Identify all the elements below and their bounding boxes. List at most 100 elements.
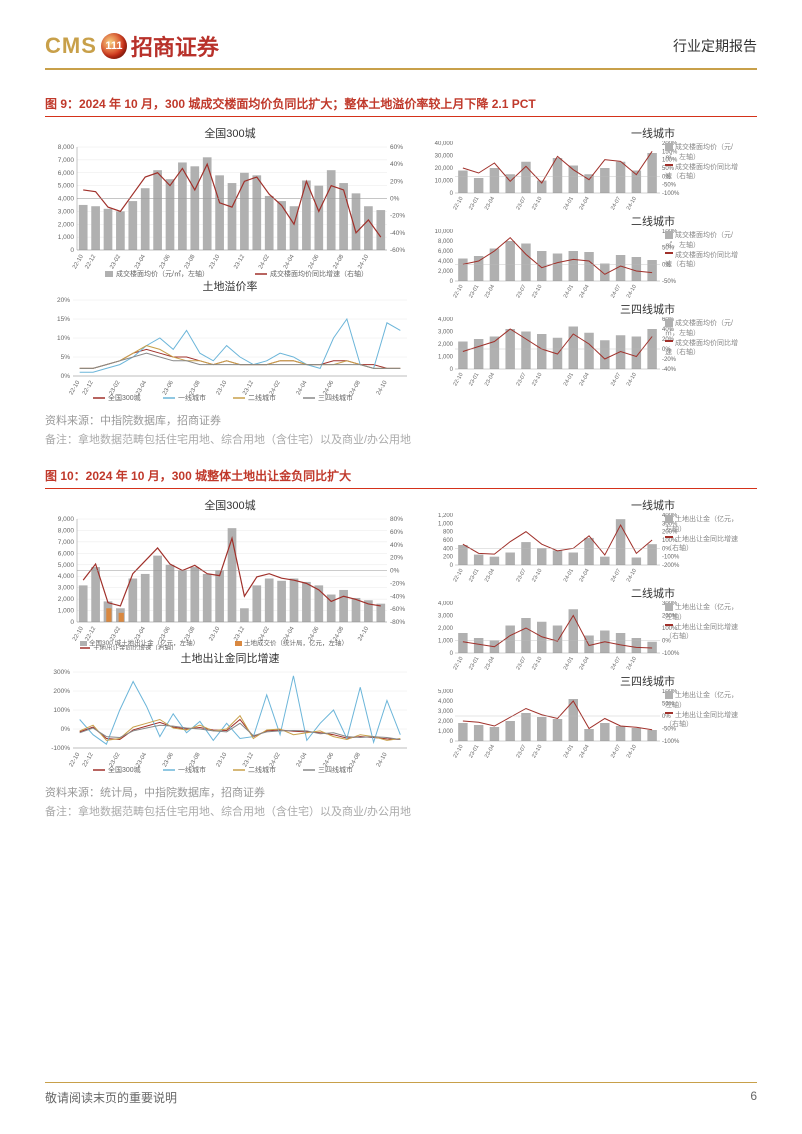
svg-text:24-04: 24-04: [579, 196, 591, 211]
figure9-divider: [45, 116, 757, 117]
svg-text:2,000: 2,000: [438, 719, 454, 725]
svg-text:22-10: 22-10: [452, 284, 464, 299]
svg-text:23-01: 23-01: [468, 196, 480, 211]
svg-text:23-07: 23-07: [515, 372, 527, 387]
svg-text:22-10: 22-10: [452, 744, 464, 759]
svg-text:-60%: -60%: [390, 606, 405, 613]
svg-text:-20%: -20%: [390, 580, 405, 587]
svg-text:土地成交价（统计局，亿元，左轴）: 土地成交价（统计局，亿元，左轴）: [244, 638, 348, 647]
svg-text:23-04: 23-04: [135, 379, 148, 396]
svg-text:23-01: 23-01: [468, 568, 480, 583]
svg-text:24-07: 24-07: [610, 744, 622, 759]
svg-text:2,000: 2,000: [438, 626, 454, 632]
svg-text:0: 0: [70, 247, 74, 254]
svg-text:23-01: 23-01: [468, 284, 480, 299]
svg-text:4,000: 4,000: [438, 699, 454, 705]
svg-text:-20%: -20%: [390, 213, 405, 220]
svg-text:24-04: 24-04: [579, 568, 591, 583]
svg-text:24-08: 24-08: [332, 253, 345, 270]
svg-text:2,000: 2,000: [58, 596, 75, 603]
svg-text:0: 0: [450, 191, 454, 197]
svg-text:23-01: 23-01: [468, 372, 480, 387]
svg-text:一线城市: 一线城市: [178, 765, 206, 774]
svg-text:24-01: 24-01: [563, 372, 575, 387]
fig9-premium-title: 土地溢价率: [45, 278, 415, 294]
svg-text:24-07: 24-07: [610, 196, 622, 211]
svg-text:23-12: 23-12: [242, 751, 255, 768]
svg-text:20%: 20%: [390, 178, 403, 185]
svg-text:23-10: 23-10: [531, 744, 543, 759]
svg-text:22-10: 22-10: [69, 751, 82, 768]
svg-text:23-04: 23-04: [484, 568, 496, 583]
svg-text:24-01: 24-01: [563, 284, 575, 299]
svg-text:0: 0: [450, 367, 454, 373]
svg-text:23-10: 23-10: [208, 253, 221, 270]
svg-text:-80%: -80%: [390, 619, 405, 626]
svg-text:24-06: 24-06: [308, 253, 321, 270]
svg-text:1,000: 1,000: [58, 234, 75, 241]
svg-text:0: 0: [450, 739, 454, 745]
figure10-block: 全国300城 01,0002,0003,0004,0005,0006,0007,…: [45, 497, 757, 778]
svg-text:24-02: 24-02: [258, 253, 271, 270]
svg-text:3,000: 3,000: [58, 585, 75, 592]
svg-text:10,000: 10,000: [435, 229, 454, 235]
figure10-divider: [45, 488, 757, 489]
svg-text:4,000: 4,000: [58, 573, 75, 580]
figure9-block: 全国300城 01,0002,0003,0004,0005,0006,0007,…: [45, 125, 757, 406]
mini-chart: 三四线城市01,0002,0003,0004,000-40%-20%0%20%4…: [425, 301, 745, 387]
mini-chart-title: 一线城市: [425, 125, 745, 141]
svg-text:0: 0: [70, 619, 74, 626]
footer-divider: [45, 1082, 757, 1083]
svg-text:9,000: 9,000: [58, 516, 75, 523]
svg-text:-100%: -100%: [662, 739, 680, 745]
svg-text:40,000: 40,000: [435, 141, 454, 147]
header-divider: [45, 68, 757, 70]
svg-text:23-10: 23-10: [531, 372, 543, 387]
footer-disclaimer: 敬请阅读末页的重要说明: [45, 1089, 177, 1106]
svg-text:24-07: 24-07: [610, 372, 622, 387]
svg-text:24-10: 24-10: [626, 372, 638, 387]
mini-chart: 一线城市02004006008001,0001,200-200%-100%0%1…: [425, 497, 745, 583]
mini-chart-title: 二线城市: [425, 213, 745, 229]
svg-text:22-10: 22-10: [69, 379, 82, 396]
page-number: 6: [750, 1089, 757, 1106]
svg-text:24-10: 24-10: [376, 379, 389, 396]
svg-text:1,000: 1,000: [438, 355, 454, 361]
fig10-side-charts: 一线城市02004006008001,0001,200-200%-100%0%1…: [425, 497, 745, 778]
svg-text:23-10: 23-10: [215, 751, 228, 768]
svg-text:23-04: 23-04: [484, 744, 496, 759]
svg-text:23-01: 23-01: [468, 744, 480, 759]
svg-text:22-12: 22-12: [84, 253, 97, 270]
svg-text:24-10: 24-10: [626, 744, 638, 759]
svg-text:24-01: 24-01: [563, 196, 575, 211]
svg-text:1,000: 1,000: [438, 639, 454, 645]
svg-text:100%: 100%: [53, 707, 70, 714]
fig9-side-charts: 一线城市010,00020,00030,00040,000-100%-50%0%…: [425, 125, 745, 406]
svg-text:20%: 20%: [57, 297, 70, 304]
svg-text:24-08: 24-08: [349, 751, 362, 768]
mini-chart-legend: 成交楼面均价（元/㎡，左轴）成交楼面均价同比增速（右轴）: [665, 143, 743, 182]
svg-text:30,000: 30,000: [435, 154, 454, 160]
svg-text:0: 0: [450, 563, 454, 569]
mini-chart-legend: 土地出让金（亿元，左轴）土地出让金同比增速（右轴）: [665, 515, 743, 554]
svg-text:3,000: 3,000: [438, 709, 454, 715]
svg-text:24-02: 24-02: [269, 379, 282, 396]
svg-text:23-02: 23-02: [109, 253, 122, 270]
mini-chart: 二线城市02,0004,0006,0008,00010,000-50%0%50%…: [425, 213, 745, 299]
svg-text:23-10: 23-10: [208, 625, 221, 642]
svg-text:800: 800: [443, 530, 454, 536]
svg-text:24-04: 24-04: [579, 744, 591, 759]
svg-text:23-08: 23-08: [189, 751, 202, 768]
svg-text:23-10: 23-10: [531, 568, 543, 583]
figure9-title: 图 9：2024 年 10 月，300 城成交楼面均价负同比扩大；整体土地溢价率…: [45, 95, 757, 112]
svg-text:0: 0: [450, 651, 454, 657]
svg-text:24-10: 24-10: [376, 751, 389, 768]
svg-text:6,000: 6,000: [58, 550, 75, 557]
svg-text:24-10: 24-10: [357, 253, 370, 270]
svg-text:22-12: 22-12: [82, 751, 95, 768]
svg-text:5,000: 5,000: [438, 689, 454, 695]
svg-text:3,000: 3,000: [58, 208, 75, 215]
mini-chart: 三四线城市01,0002,0003,0004,0005,000-100%-50%…: [425, 673, 745, 759]
svg-text:0%: 0%: [390, 568, 400, 575]
svg-text:24-10: 24-10: [626, 568, 638, 583]
